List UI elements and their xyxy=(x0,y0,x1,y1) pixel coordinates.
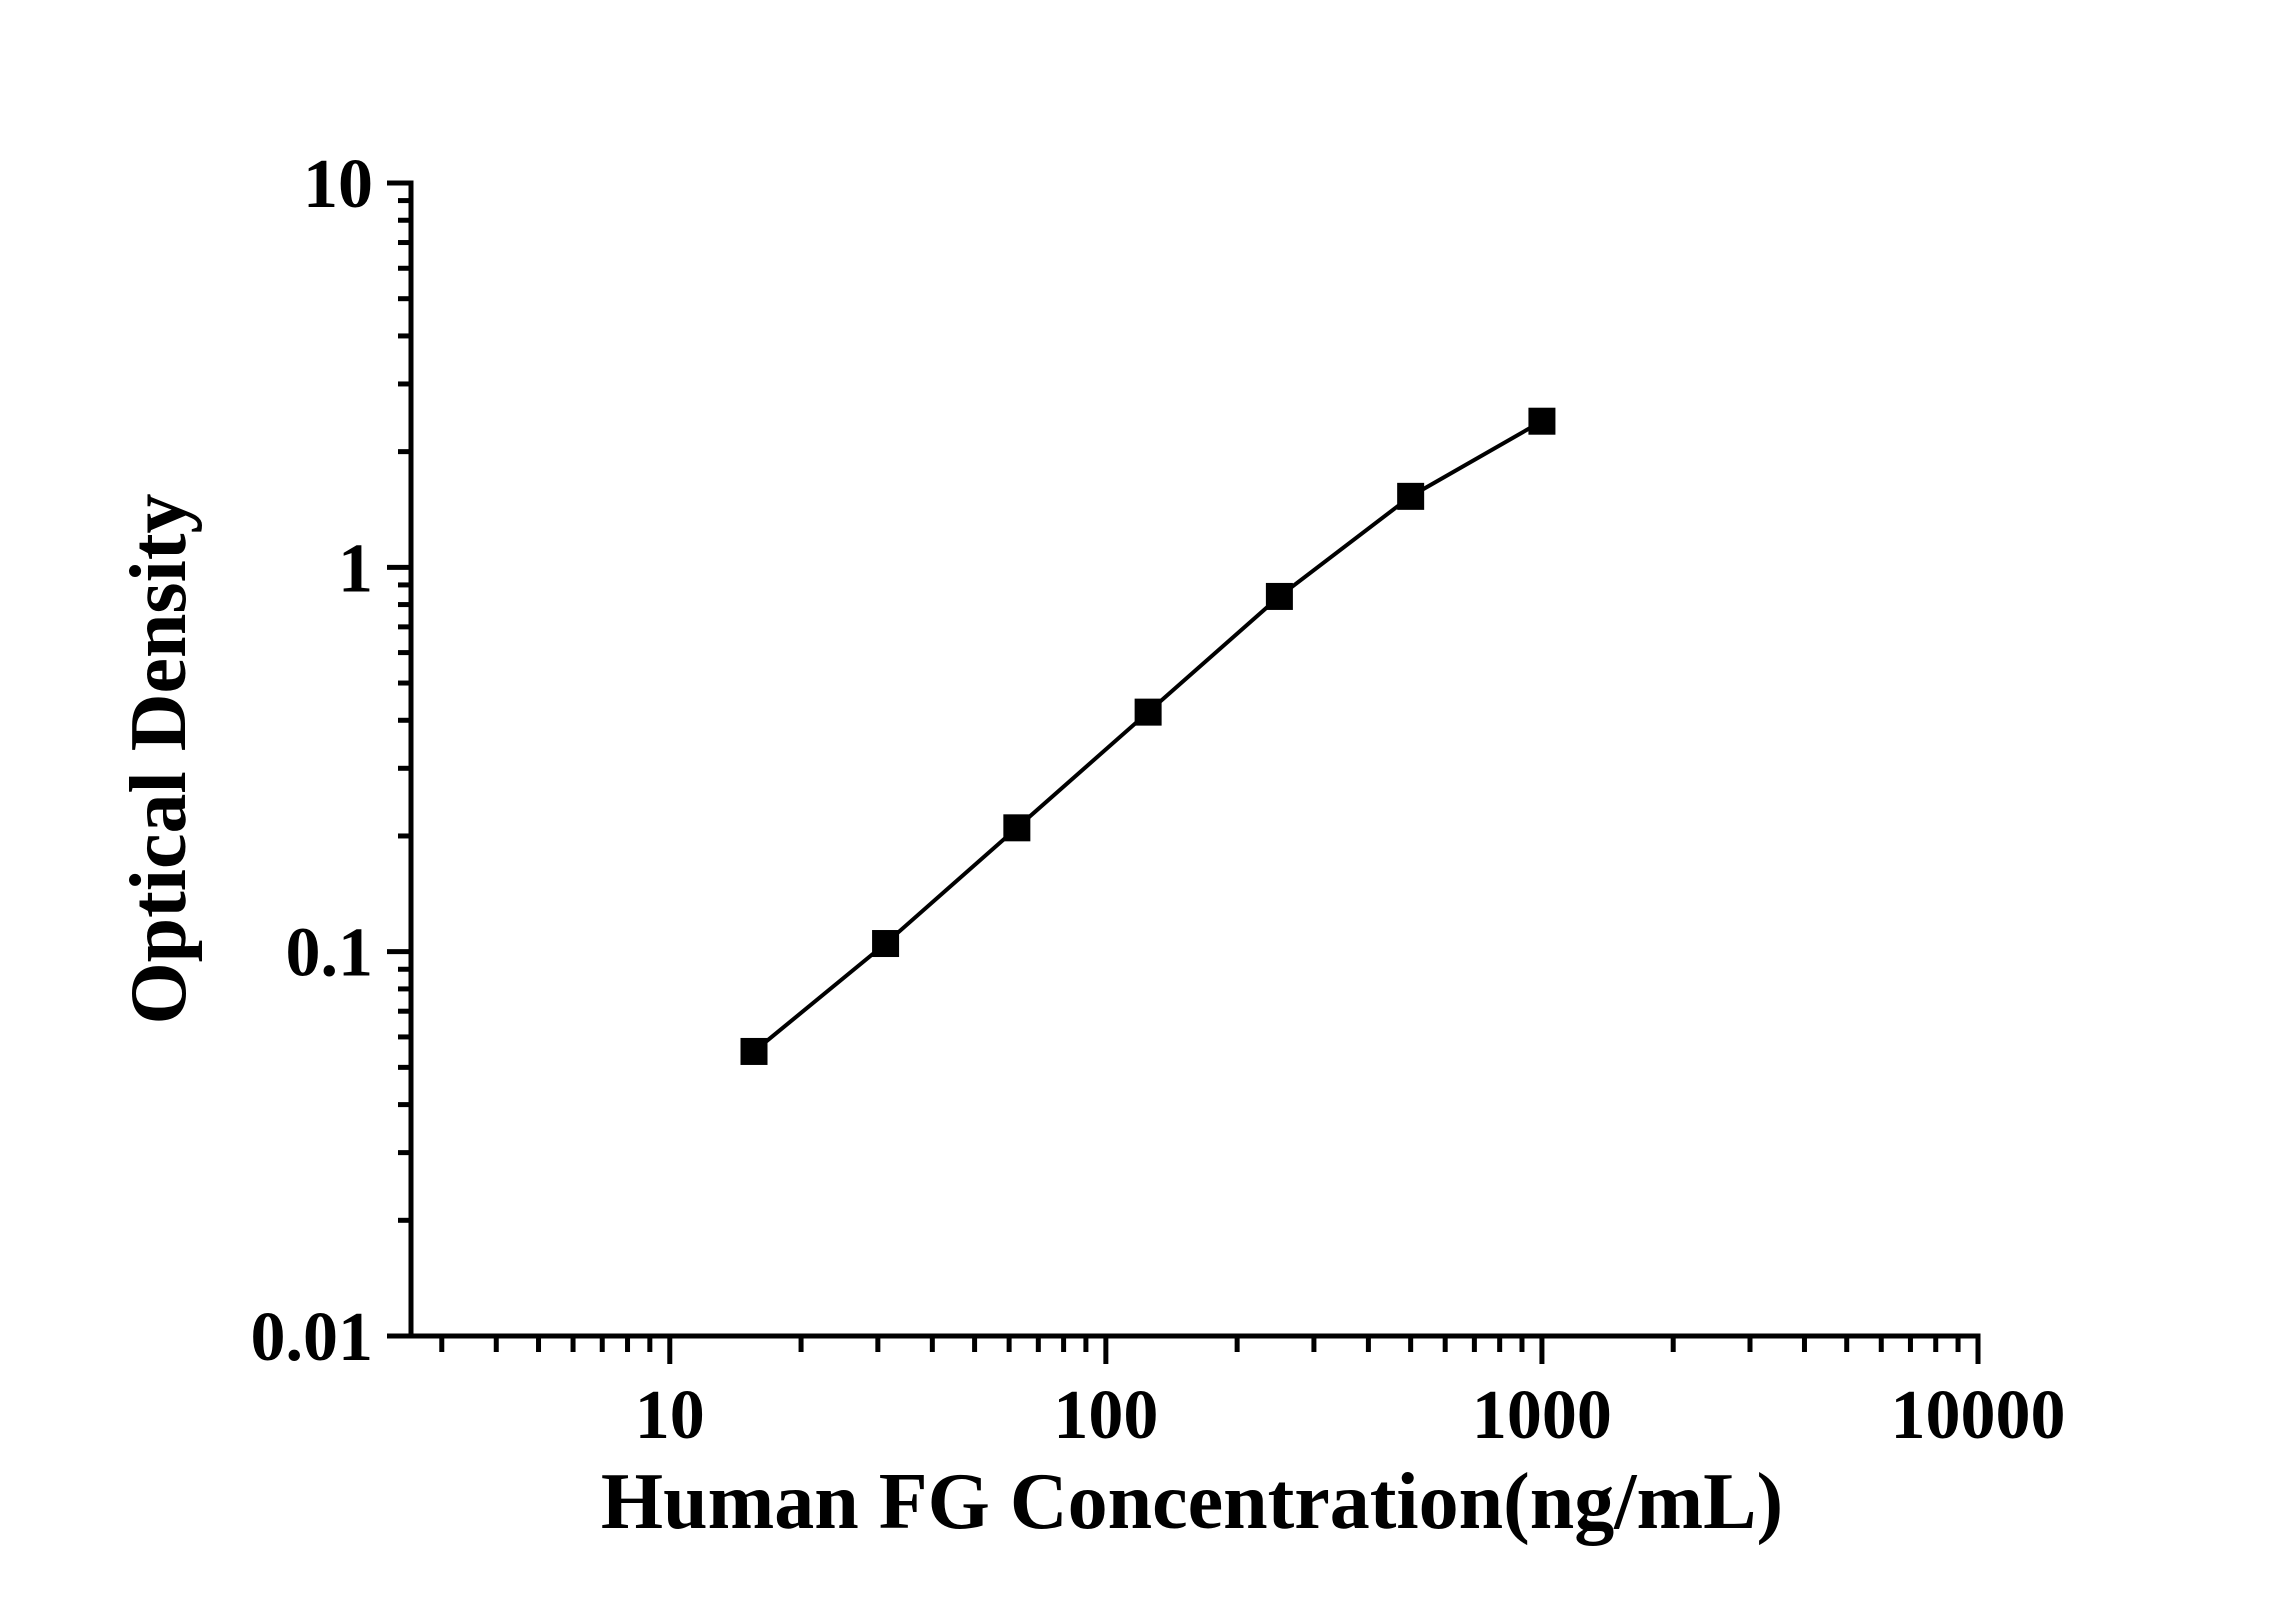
data-point-marker xyxy=(740,1037,768,1065)
data-point-marker xyxy=(872,930,900,958)
data-point-marker xyxy=(1134,698,1162,726)
chart-layer: 0.01 0.1 1 10 10 100 1000 10000 xyxy=(251,146,2066,1454)
x-tick-label: 10000 xyxy=(1891,1377,2066,1454)
data-point-marker xyxy=(1265,582,1293,610)
y-axis-title: Optical Density xyxy=(115,493,203,1024)
data-point-marker xyxy=(1003,814,1031,842)
x-axis-title: Human FG Concentration(ng/mL) xyxy=(601,1458,1783,1546)
y-tick-label: 0.1 xyxy=(286,915,374,992)
x-tick-label: 1000 xyxy=(1472,1377,1612,1454)
data-point-marker xyxy=(1528,407,1556,435)
y-tick-label: 10 xyxy=(303,146,373,223)
y-tick-label: 1 xyxy=(338,530,373,607)
axis-spines xyxy=(408,180,1981,1339)
x-tick-label: 10 xyxy=(635,1377,705,1454)
y-tick-label: 0.01 xyxy=(251,1299,374,1376)
data-point-marker xyxy=(1397,482,1425,510)
x-tick-label: 100 xyxy=(1053,1377,1158,1454)
